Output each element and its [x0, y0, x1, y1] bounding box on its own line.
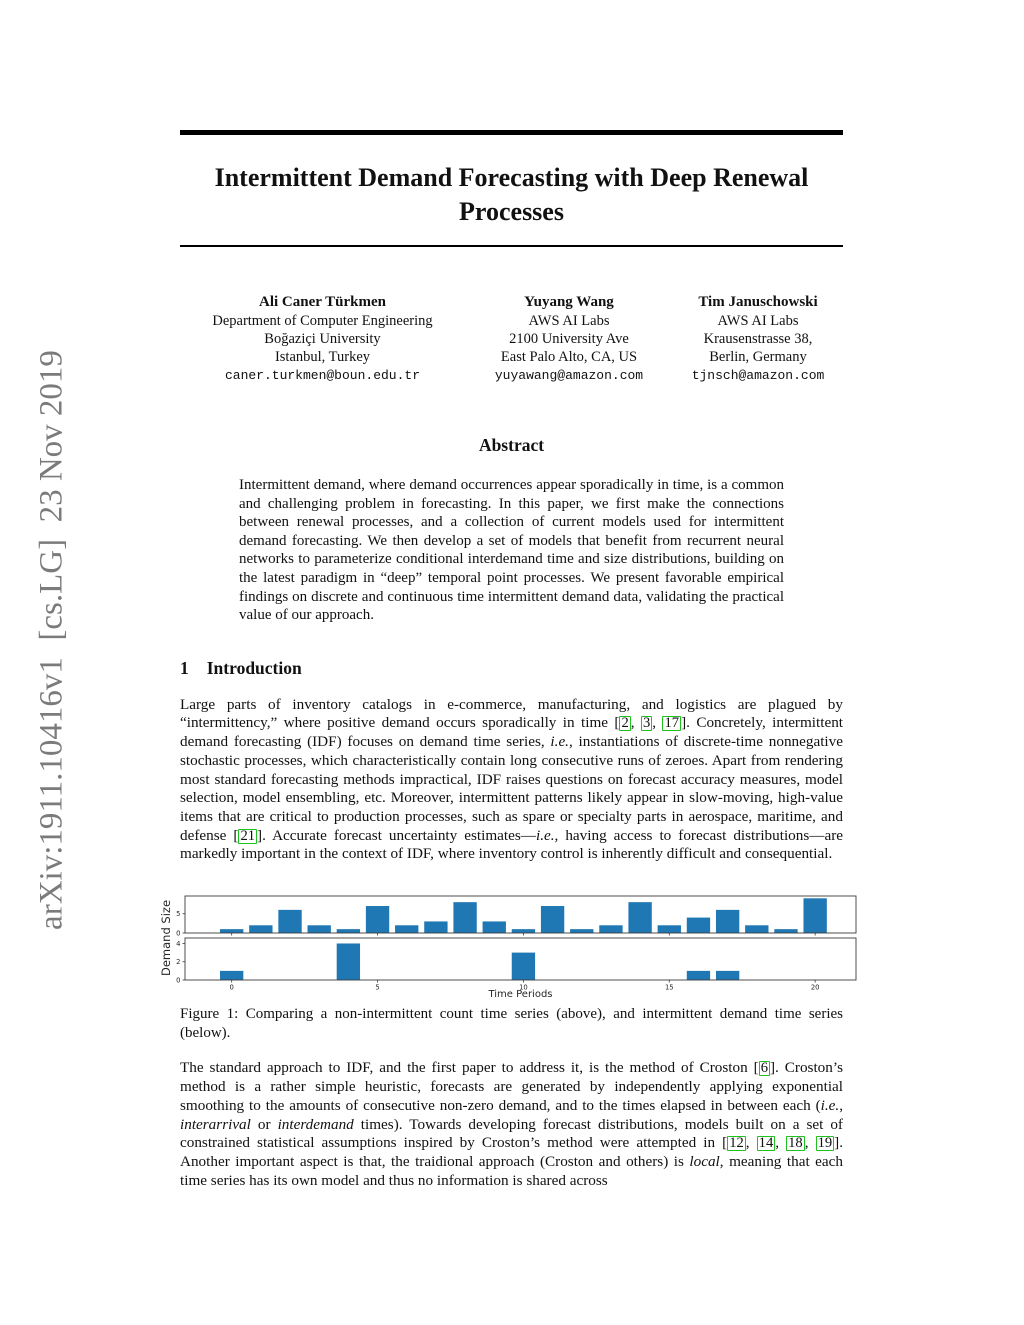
- citation-link[interactable]: 19: [815, 1135, 835, 1152]
- y-tick-label: 0: [176, 929, 180, 937]
- abstract-heading: Abstract: [478, 435, 545, 455]
- title-rule-bottom: [180, 245, 843, 247]
- author-1: Ali Caner Türkmen Department of Computer…: [180, 293, 465, 385]
- chart-bar: [453, 902, 477, 934]
- chart-bar: [686, 917, 711, 934]
- chart-bar: [220, 970, 244, 981]
- section-title: Introduction: [206, 657, 302, 678]
- italic-term: interarrival: [180, 1115, 251, 1133]
- chart-bar: [599, 925, 623, 934]
- author-affiliation-line: Istanbul, Turkey: [274, 349, 371, 365]
- figure1: 0 5 0 2 4 0 5 10 15 20 Time Periods Demand Size: [159, 890, 860, 1003]
- chart-bar: [657, 925, 681, 934]
- chart-bar: [570, 929, 594, 934]
- author-affiliation-line: East Palo Alto, CA, US: [500, 349, 638, 365]
- chart-bar: [307, 925, 331, 934]
- y-tick-label: 4: [176, 940, 180, 948]
- chart-bar: [803, 898, 827, 934]
- citation-link[interactable]: 2: [619, 715, 631, 732]
- y-tick-label: 5: [176, 910, 180, 918]
- section-1-heading: 1 Introduction: [180, 658, 843, 679]
- paper-title: Intermittent Demand Forecasting with Dee…: [214, 163, 809, 226]
- author-affiliation-line: AWS AI Labs: [528, 313, 610, 329]
- citation-link[interactable]: 21: [238, 827, 258, 844]
- chart-bar: [774, 929, 798, 934]
- citation-link[interactable]: 17: [662, 715, 682, 732]
- citation-link[interactable]: 12: [727, 1135, 746, 1152]
- arxiv-sidebar-banner: arXiv:1911.10416v1 [cs.LG] 23 Nov 2019: [33, 350, 70, 930]
- author-affiliation-line: Boğaziçi University: [264, 331, 381, 347]
- italic-term: interdemand: [277, 1115, 354, 1133]
- x-tick-label: 10: [519, 984, 528, 992]
- chart-bar: [220, 929, 244, 934]
- intro-paragraph-2: The standard approach to IDF, and the fi…: [180, 1059, 844, 1189]
- abstract-text: Intermittent demand, where demand occurr…: [239, 477, 784, 624]
- title-rule-top: [180, 130, 843, 135]
- chart-bar: [628, 902, 652, 934]
- axes-frame: [184, 895, 857, 934]
- chart-bar: [482, 921, 506, 934]
- citation-link[interactable]: 6: [758, 1060, 770, 1077]
- y-tick-label: 2: [176, 958, 180, 966]
- citation-link[interactable]: 18: [786, 1135, 805, 1152]
- y-axis-label: Demand Size: [160, 900, 173, 976]
- chart-bar: [424, 921, 448, 934]
- y-tick-label: 0: [176, 976, 180, 984]
- x-tick-label: 5: [375, 984, 379, 992]
- author-name: Yuyang Wang: [524, 294, 614, 310]
- chart-bar: [745, 925, 769, 934]
- x-axis-label: Time Periods: [487, 989, 552, 998]
- chart-bar: [249, 925, 273, 934]
- chart-bar: [511, 929, 536, 934]
- italic-term: i.e.: [550, 733, 569, 751]
- chart-bar: [540, 906, 565, 934]
- author-affiliation-line: AWS AI Labs: [717, 313, 799, 329]
- chart-bar: [278, 909, 302, 934]
- section-number: 1: [180, 657, 189, 678]
- author-affiliation-line: Krausenstrasse 38,: [703, 331, 813, 347]
- italic-term: i.e.: [535, 826, 555, 844]
- author-email[interactable]: tjnsch@amazon.com: [691, 368, 825, 383]
- author-3: Tim Januschowski AWS AI Labs Krausenstra…: [673, 293, 843, 385]
- x-tick-label: 20: [811, 984, 820, 992]
- italic-term: local: [689, 1153, 720, 1170]
- intro-paragraph-1: Large parts of inventory catalogs in e-c…: [180, 695, 844, 863]
- axes-frame: [184, 937, 857, 981]
- chart-bar: [511, 952, 536, 981]
- author-block: Ali Caner Türkmen Department of Computer…: [180, 293, 843, 385]
- chart-bar: [365, 906, 390, 934]
- chart-bar: [715, 909, 740, 934]
- figure1-caption: Figure 1: Comparing a non-intermittent c…: [180, 1006, 843, 1041]
- chart-bar: [715, 970, 740, 981]
- x-tick-label: 0: [230, 984, 234, 992]
- chart-bar: [686, 970, 711, 981]
- citation-link[interactable]: 3: [640, 715, 653, 732]
- author-email[interactable]: yuyawang@amazon.com: [494, 368, 644, 383]
- chart-bar: [336, 929, 361, 934]
- author-name: Tim Januschowski: [698, 294, 818, 310]
- figure1-chart: 0 5 0 2 4 0 5 10 15 20 Time Periods Demand Size: [159, 895, 857, 1000]
- author-email[interactable]: caner.turkmen@boun.edu.tr: [224, 368, 421, 383]
- italic-term: i.e.: [820, 1096, 840, 1114]
- citation-link[interactable]: 14: [756, 1135, 776, 1152]
- author-affiliation-line: Berlin, Germany: [709, 349, 807, 365]
- author-affiliation-line: 2100 University Ave: [509, 331, 629, 347]
- author-name: Ali Caner Türkmen: [259, 294, 386, 310]
- chart-bar: [395, 925, 419, 934]
- x-tick-label: 15: [665, 984, 674, 992]
- paper-content: Intermittent Demand Forecasting with Dee…: [159, 130, 857, 1190]
- author-2: Yuyang Wang AWS AI Labs 2100 University …: [469, 293, 669, 385]
- chart-bar: [336, 943, 361, 981]
- author-affiliation-line: Department of Computer Engineering: [212, 313, 433, 329]
